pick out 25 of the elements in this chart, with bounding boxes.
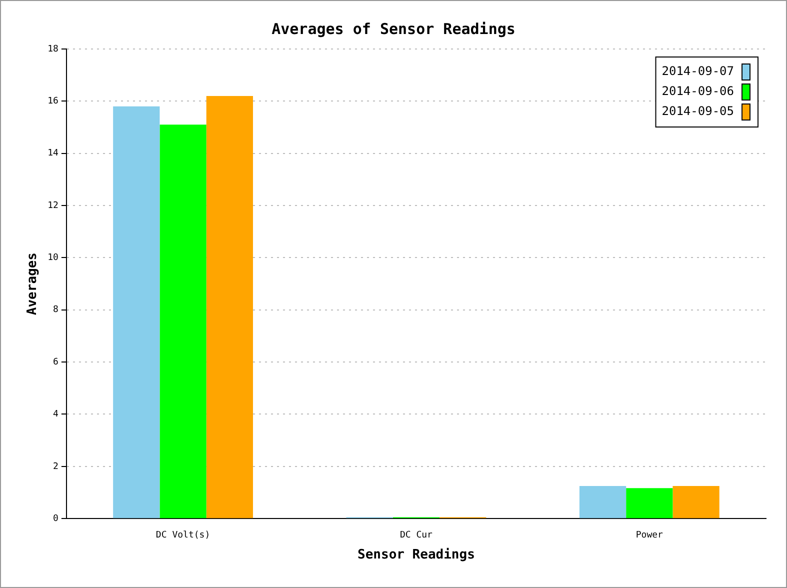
bar [672,486,720,518]
legend-label: 2014-09-05 [662,104,734,118]
legend-label: 2014-09-06 [662,84,734,98]
x-axis-title: Sensor Readings [358,548,475,563]
bar [579,486,626,518]
y-tick-label: 4 [53,410,58,420]
y-tick-label: 8 [53,305,58,316]
y-tick-label: 14 [48,148,58,159]
legend-label: 2014-09-07 [662,64,734,78]
bar [626,488,673,518]
x-tick-label: DC Volt(s) [156,530,210,540]
y-tick-label: 12 [48,200,58,211]
y-tick-label: 16 [48,96,58,107]
y-tick-label: 6 [53,357,58,368]
bar [160,124,206,518]
bar [113,106,160,518]
y-tick-label: 0 [53,514,58,524]
bar [206,96,253,518]
y-tick-label: 10 [48,253,58,264]
y-axis-title: Averages [25,252,40,316]
y-tick-label: 18 [48,44,58,54]
y-tick-label: 2 [53,462,58,472]
x-tick-label: DC Cur [400,530,434,540]
chart-title: Averages of Sensor Readings [272,20,516,38]
x-tick-label: Power [636,530,664,540]
